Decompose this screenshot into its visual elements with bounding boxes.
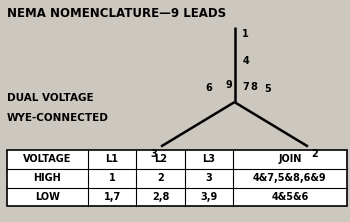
- Text: JOIN: JOIN: [278, 154, 302, 164]
- Text: 4&5&6: 4&5&6: [271, 192, 309, 202]
- Text: L3: L3: [203, 154, 216, 164]
- Text: DUAL VOLTAGE: DUAL VOLTAGE: [7, 93, 94, 103]
- Text: 4&7,5&8,6&9: 4&7,5&8,6&9: [253, 173, 327, 183]
- Text: 5: 5: [264, 84, 271, 94]
- Text: L1: L1: [106, 154, 119, 164]
- Text: 1: 1: [242, 29, 249, 39]
- Text: L2: L2: [154, 154, 167, 164]
- Text: 3,9: 3,9: [201, 192, 218, 202]
- Text: WYE-CONNECTED: WYE-CONNECTED: [7, 113, 109, 123]
- Text: 6: 6: [205, 83, 212, 93]
- Text: LOW: LOW: [35, 192, 60, 202]
- Text: 8: 8: [250, 81, 257, 92]
- Text: 2,8: 2,8: [152, 192, 169, 202]
- Text: 9: 9: [226, 80, 232, 91]
- Text: 7: 7: [242, 82, 249, 92]
- Text: NEMA NOMENCLATURE—9 LEADS: NEMA NOMENCLATURE—9 LEADS: [7, 7, 226, 20]
- Text: 3: 3: [151, 149, 158, 159]
- Text: 3: 3: [206, 173, 212, 183]
- Text: 1: 1: [109, 173, 116, 183]
- Bar: [7, 150, 346, 206]
- Text: 2: 2: [312, 149, 318, 159]
- Text: 2: 2: [157, 173, 164, 183]
- Text: 1,7: 1,7: [104, 192, 121, 202]
- Text: HIGH: HIGH: [34, 173, 61, 183]
- Text: VOLTAGE: VOLTAGE: [23, 154, 72, 164]
- Text: 4: 4: [242, 56, 249, 65]
